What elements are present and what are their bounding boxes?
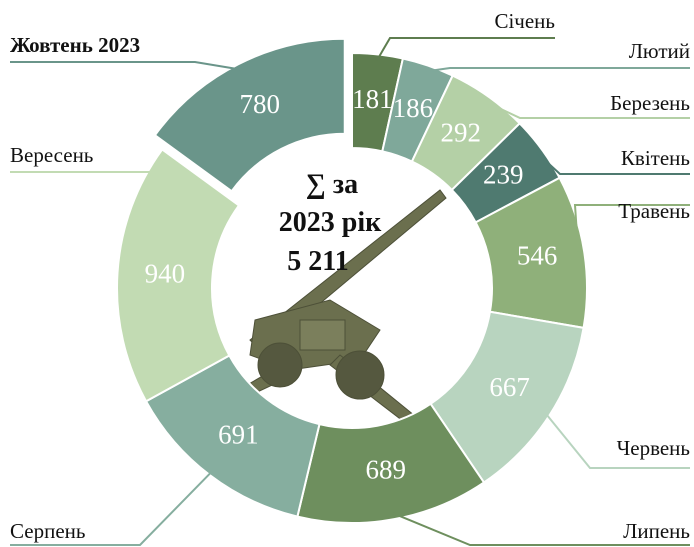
category-label: Січень xyxy=(494,9,555,33)
leader-line xyxy=(376,37,555,61)
category-label: Березень xyxy=(610,91,690,115)
leader-line xyxy=(536,151,690,175)
leader-line xyxy=(392,512,690,546)
center-text: 2023 рік xyxy=(279,207,382,238)
value-label: 546 xyxy=(517,241,558,271)
category-label: Травень xyxy=(618,199,690,223)
leader-line xyxy=(10,61,242,71)
leader-line xyxy=(484,100,690,119)
center-text: ∑ за xyxy=(306,169,358,200)
center-text: 5 211 xyxy=(287,246,348,277)
leader-line xyxy=(426,67,690,73)
value-label: 940 xyxy=(145,258,186,288)
leader-line xyxy=(10,171,152,274)
donut-segment xyxy=(116,148,241,403)
category-label: Вересень xyxy=(10,143,93,167)
value-label: 239 xyxy=(483,159,524,189)
leader-line xyxy=(573,204,690,252)
leader-line xyxy=(10,469,214,546)
category-label: Лютий xyxy=(629,39,690,63)
category-label: Жовтень 2023 xyxy=(10,33,140,57)
category-label: Липень xyxy=(623,519,690,543)
category-label: Серпень xyxy=(10,519,85,543)
value-label: 691 xyxy=(218,419,259,449)
leader-line xyxy=(543,411,690,469)
donut-segment xyxy=(153,37,346,193)
value-label: 667 xyxy=(489,372,530,402)
value-label: 780 xyxy=(240,89,281,119)
value-label: 689 xyxy=(365,455,406,485)
value-label: 181 xyxy=(352,84,393,114)
category-label: Квітень xyxy=(621,146,690,170)
value-label: 186 xyxy=(393,93,434,123)
category-label: Червень xyxy=(617,436,690,460)
value-label: 292 xyxy=(440,117,481,147)
